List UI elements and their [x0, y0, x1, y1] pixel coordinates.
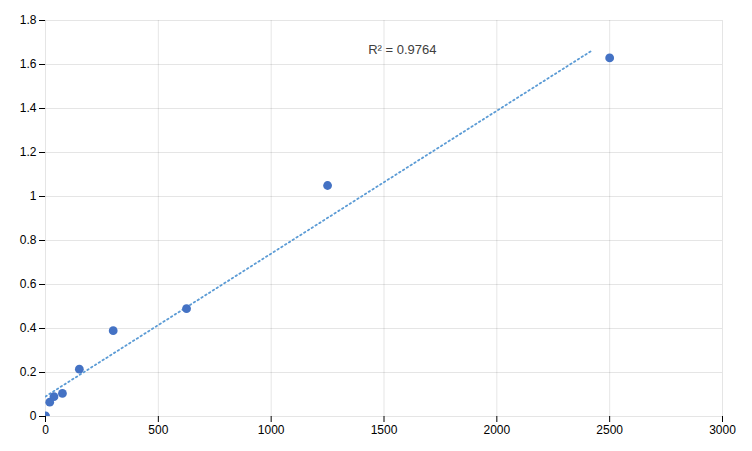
- svg-text:2000: 2000: [483, 423, 510, 437]
- svg-text:0.6: 0.6: [20, 277, 37, 291]
- svg-text:1.8: 1.8: [20, 13, 37, 27]
- svg-text:R² = 0.9764: R² = 0.9764: [368, 42, 436, 57]
- svg-text:1.4: 1.4: [20, 101, 37, 115]
- svg-text:0: 0: [30, 409, 37, 423]
- svg-text:1.2: 1.2: [20, 145, 37, 159]
- svg-text:3000: 3000: [709, 423, 736, 437]
- svg-text:0.2: 0.2: [20, 365, 37, 379]
- svg-text:1.6: 1.6: [20, 57, 37, 71]
- svg-text:0.4: 0.4: [20, 321, 37, 335]
- svg-text:2500: 2500: [596, 423, 623, 437]
- svg-text:0.8: 0.8: [20, 233, 37, 247]
- svg-text:1: 1: [30, 189, 37, 203]
- svg-text:1000: 1000: [258, 423, 285, 437]
- svg-text:0: 0: [42, 423, 49, 437]
- svg-text:500: 500: [148, 423, 168, 437]
- svg-text:1500: 1500: [371, 423, 398, 437]
